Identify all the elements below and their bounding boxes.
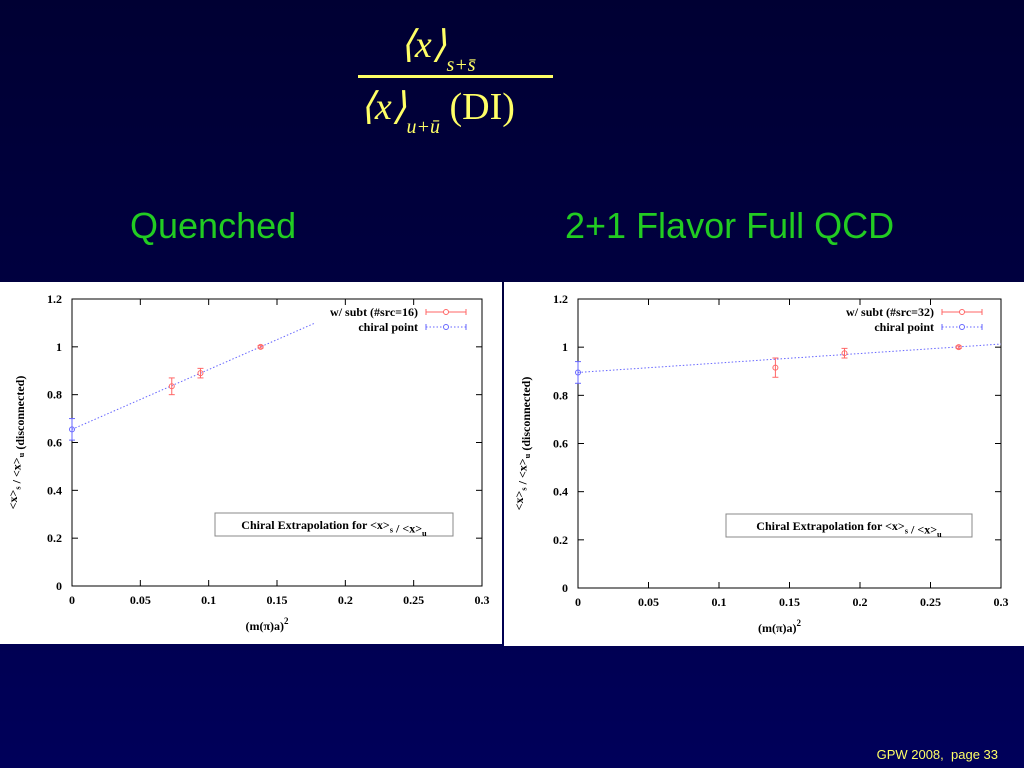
plot-frame: [577, 298, 1002, 589]
x-tick-label: 0: [575, 595, 581, 609]
heading-full-qcd: 2+1 Flavor Full QCD: [565, 205, 895, 246]
y-tick-label: 0.2: [553, 533, 568, 547]
x-tick-label: 0.2: [853, 595, 868, 609]
x-tick-label: 0.1: [712, 595, 727, 609]
y-tick-label: 0: [562, 581, 568, 595]
legend-entry: w/ subt (#src=16): [330, 305, 418, 319]
formula-denominator-subscript: u+ū: [406, 116, 441, 138]
slide-footer: GPW 2008, page 33: [876, 747, 998, 762]
x-tick-label: 0.15: [267, 593, 288, 607]
annotation-text: Chiral Extrapolation for <x>s / <x>u: [756, 519, 942, 539]
y-tick-label: 0.6: [553, 437, 568, 451]
x-tick-label: 0.25: [920, 595, 941, 609]
data-point: [197, 370, 204, 377]
formula-denominator: ⟨x⟩u+ū (DI): [360, 84, 515, 139]
x-tick-label: 0: [69, 593, 75, 607]
fit-line: [577, 343, 1002, 373]
formula-numerator-bracket: ⟨x⟩: [400, 24, 447, 66]
x-tick-label: 0.1: [201, 593, 216, 607]
legend-entry: chiral point: [874, 320, 934, 334]
data-point: [841, 350, 848, 357]
data-point: [955, 344, 962, 351]
chart-panel-quenched: 0 0.2 0.4 0.6 0.8 1 1.2 0 0.05 0.1 0.15 0.2 0.25 0.3 (…: [0, 282, 502, 644]
data-point: [69, 426, 75, 433]
annotation-box: [214, 512, 454, 537]
legend-marker: [959, 309, 965, 315]
y-tick-label: 1: [56, 340, 62, 354]
legend-entry: w/ subt (#src=32): [846, 305, 934, 319]
data-point: [168, 383, 175, 390]
x-axis-label: (m(π)a)2: [758, 618, 802, 635]
chart-quenched: 0 0.2 0.4 0.6 0.8 1 1.2 0 0.05 0.1 0.15 0.2 0.25 0.3 (…: [6, 292, 490, 633]
annotation-text: Chiral Extrapolation for <x>s / <x>u: [241, 518, 427, 538]
formula-denominator-bracket: ⟨x⟩: [360, 86, 407, 128]
data-point: [772, 364, 779, 371]
y-tick-label: 0: [56, 579, 62, 593]
y-tick-label: 1: [562, 340, 568, 354]
plot-frame: [71, 298, 483, 587]
y-tick-label: 0.4: [47, 483, 62, 497]
y-tick-label: 0.8: [47, 388, 62, 402]
legend-entry: chiral point: [358, 320, 418, 334]
y-axis-label: <x>s / <x>u (disconnected): [6, 376, 27, 510]
formula-numerator: ⟨x⟩s+s̄: [400, 22, 476, 77]
x-tick-label: 0.05: [638, 595, 659, 609]
heading-quenched: Quenched: [130, 205, 297, 246]
x-tick-label: 0.3: [994, 595, 1009, 609]
y-tick-label: 1.2: [553, 292, 568, 306]
x-tick-label: 0.3: [475, 593, 490, 607]
ratio-formula: ⟨x⟩s+s̄ ⟨x⟩u+ū (DI): [340, 8, 580, 138]
y-axis-label: <x>s / <x>u (disconnected): [512, 377, 533, 511]
legend-marker: [959, 324, 965, 330]
formula-fraction-bar: [358, 75, 553, 78]
data-point: [257, 343, 264, 350]
y-tick-label: 0.6: [47, 436, 62, 450]
x-tick-label: 0.2: [338, 593, 353, 607]
fit-line: [71, 322, 316, 430]
formula-denominator-suffix: (DI): [449, 86, 515, 128]
x-axis-label: (m(π)a)2: [245, 616, 289, 633]
y-tick-label: 0.2: [47, 531, 62, 545]
annotation-box: [725, 513, 973, 538]
chart-panel-full-qcd: 0 0.2 0.4 0.6 0.8 1 1.2 0 0.05 0.1 0.15 0.2 0.25 0.3 (…: [504, 282, 1024, 646]
y-tick-label: 0.8: [553, 388, 568, 402]
y-tick-label: 0.4: [553, 485, 568, 499]
formula-numerator-subscript: s+s̄: [446, 54, 476, 76]
legend-marker: [443, 324, 449, 330]
x-tick-label: 0.15: [779, 595, 800, 609]
y-tick-label: 1.2: [47, 292, 62, 306]
chart-full-qcd: 0 0.2 0.4 0.6 0.8 1 1.2 0 0.05 0.1 0.15 0.2 0.25 0.3 (…: [512, 292, 1009, 635]
x-tick-label: 0.25: [403, 593, 424, 607]
data-point: [575, 369, 581, 376]
x-tick-label: 0.05: [130, 593, 151, 607]
legend-marker: [443, 309, 449, 315]
